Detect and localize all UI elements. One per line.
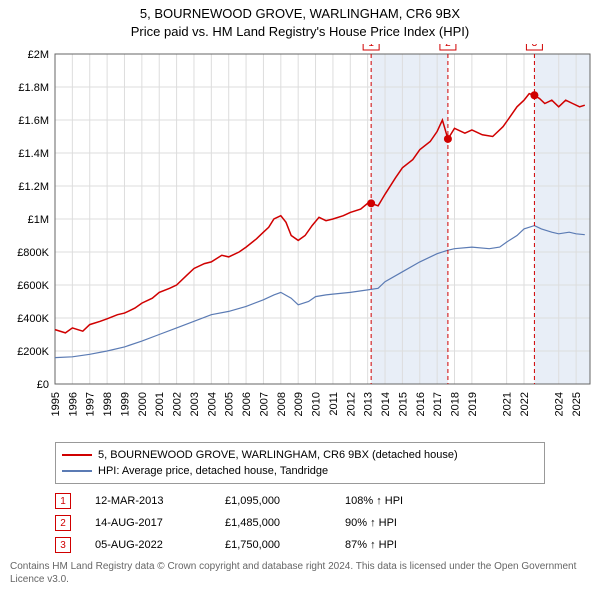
- sale-hpi-pct: 87% ↑ HPI: [345, 539, 397, 551]
- legend-item: 5, BOURNEWOOD GROVE, WARLINGHAM, CR6 9BX…: [62, 447, 538, 463]
- svg-text:£1.2M: £1.2M: [18, 181, 49, 193]
- sale-row: 3 05-AUG-2022£1,750,00087% ↑ HPI: [55, 534, 545, 556]
- chart-title-address: 5, BOURNEWOOD GROVE, WARLINGHAM, CR6 9BX: [0, 6, 600, 21]
- svg-text:£800K: £800K: [17, 247, 49, 259]
- svg-text:2008: 2008: [276, 392, 288, 416]
- svg-text:2007: 2007: [258, 392, 270, 416]
- svg-text:£400K: £400K: [17, 313, 49, 325]
- svg-text:2011: 2011: [328, 392, 340, 416]
- sales-table: 1 12-MAR-2013£1,095,000108% ↑ HPI 2 14-AUG-…: [55, 490, 545, 556]
- legend-label: 5, BOURNEWOOD GROVE, WARLINGHAM, CR6 9BX…: [98, 449, 458, 461]
- sale-price: £1,095,000: [225, 495, 345, 507]
- sale-date: 14-AUG-2017: [95, 517, 225, 529]
- attribution-text: Contains HM Land Registry data © Crown c…: [10, 561, 590, 586]
- sale-date: 05-AUG-2022: [95, 539, 225, 551]
- svg-text:2009: 2009: [293, 392, 305, 416]
- svg-text:2003: 2003: [189, 392, 201, 416]
- svg-text:1: 1: [368, 44, 374, 49]
- sale-badge: 2: [55, 515, 71, 531]
- svg-text:1999: 1999: [119, 392, 131, 416]
- sale-price: £1,750,000: [225, 539, 345, 551]
- svg-text:2: 2: [445, 44, 451, 49]
- svg-text:2005: 2005: [224, 392, 236, 416]
- svg-text:2001: 2001: [154, 392, 166, 416]
- svg-text:3: 3: [532, 44, 538, 49]
- svg-text:2015: 2015: [397, 392, 409, 416]
- svg-text:2004: 2004: [206, 392, 218, 416]
- chart-plot: £0 £200K £400K £600K £800K £1M £1.2M £1.4M £1.6M…: [0, 44, 600, 434]
- svg-text:£600K: £600K: [17, 280, 49, 292]
- svg-text:2006: 2006: [241, 392, 253, 416]
- svg-text:2014: 2014: [380, 392, 392, 416]
- svg-text:2012: 2012: [345, 392, 357, 416]
- svg-text:2025: 2025: [571, 392, 583, 416]
- svg-text:£200K: £200K: [17, 346, 49, 358]
- svg-text:2018: 2018: [450, 392, 462, 416]
- svg-text:£1.6M: £1.6M: [18, 115, 49, 127]
- svg-text:1998: 1998: [102, 392, 114, 416]
- svg-text:£1M: £1M: [28, 214, 49, 226]
- svg-text:1995: 1995: [50, 392, 62, 416]
- sale-row: 1 12-MAR-2013£1,095,000108% ↑ HPI: [55, 490, 545, 512]
- svg-text:2013: 2013: [363, 392, 375, 416]
- svg-text:2024: 2024: [554, 392, 566, 416]
- sale-date: 12-MAR-2013: [95, 495, 225, 507]
- svg-text:1996: 1996: [67, 392, 79, 416]
- svg-text:1997: 1997: [85, 392, 97, 416]
- sale-hpi-pct: 90% ↑ HPI: [345, 517, 397, 529]
- legend-swatch: [62, 470, 92, 472]
- svg-text:2016: 2016: [415, 392, 427, 416]
- legend-swatch: [62, 454, 92, 456]
- legend-item: HPI: Average price, detached house, Tand…: [62, 463, 538, 479]
- sale-price: £1,485,000: [225, 517, 345, 529]
- chart-title-subtitle: Price paid vs. HM Land Registry's House …: [0, 24, 600, 39]
- sale-row: 2 14-AUG-2017£1,485,00090% ↑ HPI: [55, 512, 545, 534]
- svg-text:2019: 2019: [467, 392, 479, 416]
- svg-text:£0: £0: [37, 379, 49, 391]
- sale-hpi-pct: 108% ↑ HPI: [345, 495, 403, 507]
- chart-legend: 5, BOURNEWOOD GROVE, WARLINGHAM, CR6 9BX…: [55, 442, 545, 484]
- svg-text:2017: 2017: [432, 392, 444, 416]
- svg-text:2010: 2010: [311, 392, 323, 416]
- svg-text:2002: 2002: [172, 392, 184, 416]
- sale-badge: 3: [55, 537, 71, 553]
- svg-text:2000: 2000: [137, 392, 149, 416]
- svg-text:£2M: £2M: [28, 49, 49, 61]
- svg-text:£1.8M: £1.8M: [18, 82, 49, 94]
- legend-label: HPI: Average price, detached house, Tand…: [98, 465, 328, 477]
- svg-text:2021: 2021: [502, 392, 514, 416]
- svg-text:2022: 2022: [519, 392, 531, 416]
- svg-text:£1.4M: £1.4M: [18, 148, 49, 160]
- sale-badge: 1: [55, 493, 71, 509]
